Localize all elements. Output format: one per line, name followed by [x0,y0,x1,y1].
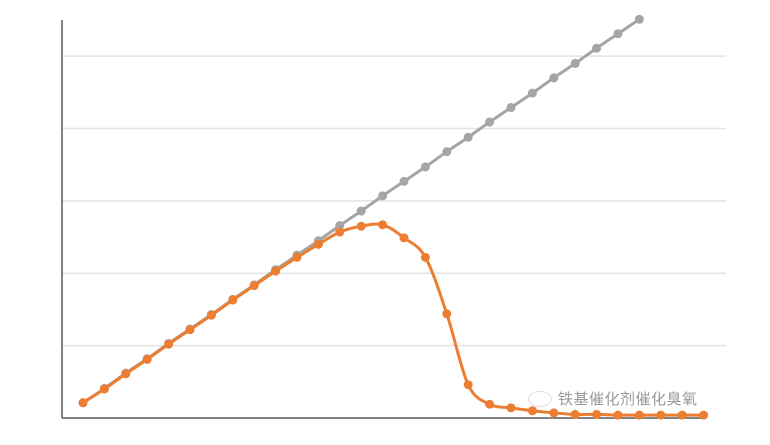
series-1-point [142,354,152,364]
series-0-point [485,117,495,127]
series-1-point [121,369,131,379]
series-1-point [549,408,559,418]
series-1-point [249,281,259,291]
series-1-point [185,325,195,335]
series-1-point [677,410,687,420]
series-1-point [527,406,537,416]
series-1-point [313,239,323,249]
series-1-point [442,309,452,319]
series-1-point [356,221,366,231]
watermark-text: 铁基催化剂催化臭氧 [558,390,698,408]
series-0-point [335,221,345,231]
series-0-point [399,176,409,186]
series-1-point [399,233,409,243]
series-1-point [335,227,345,237]
series-1-point [592,409,602,419]
series-0-point [442,147,452,157]
series-0-point [592,43,602,53]
series-1-point [506,403,516,413]
series-0-point [506,103,516,113]
series-1-point [271,266,281,276]
series-1-point [420,252,430,262]
series-1-point [78,398,88,408]
series-1-point [634,410,644,420]
series-0-point [420,162,430,172]
series-1-point [463,380,473,390]
series-0-point [356,206,366,216]
series-0-point [527,88,537,98]
series-1-point [656,410,666,420]
series-0-point [378,191,388,201]
series-1-point [164,339,174,349]
series-1-point [228,295,238,305]
series-1-point [613,410,623,420]
series-1-point [206,310,216,320]
series-0-point [634,14,644,24]
wechat-icon [528,390,552,407]
series-1-point [485,399,495,409]
series-0-point [613,29,623,39]
series-1-point [378,220,388,230]
series-1-line [82,222,704,417]
watermark: 铁基催化剂催化臭氧 [528,388,698,409]
series-0-point [549,73,559,83]
series-1-point [699,410,709,420]
series-0-point [463,132,473,142]
series-1-point [292,252,302,262]
series-1-point [99,384,109,394]
series-0-point [570,58,580,68]
series-1-point [570,409,580,419]
